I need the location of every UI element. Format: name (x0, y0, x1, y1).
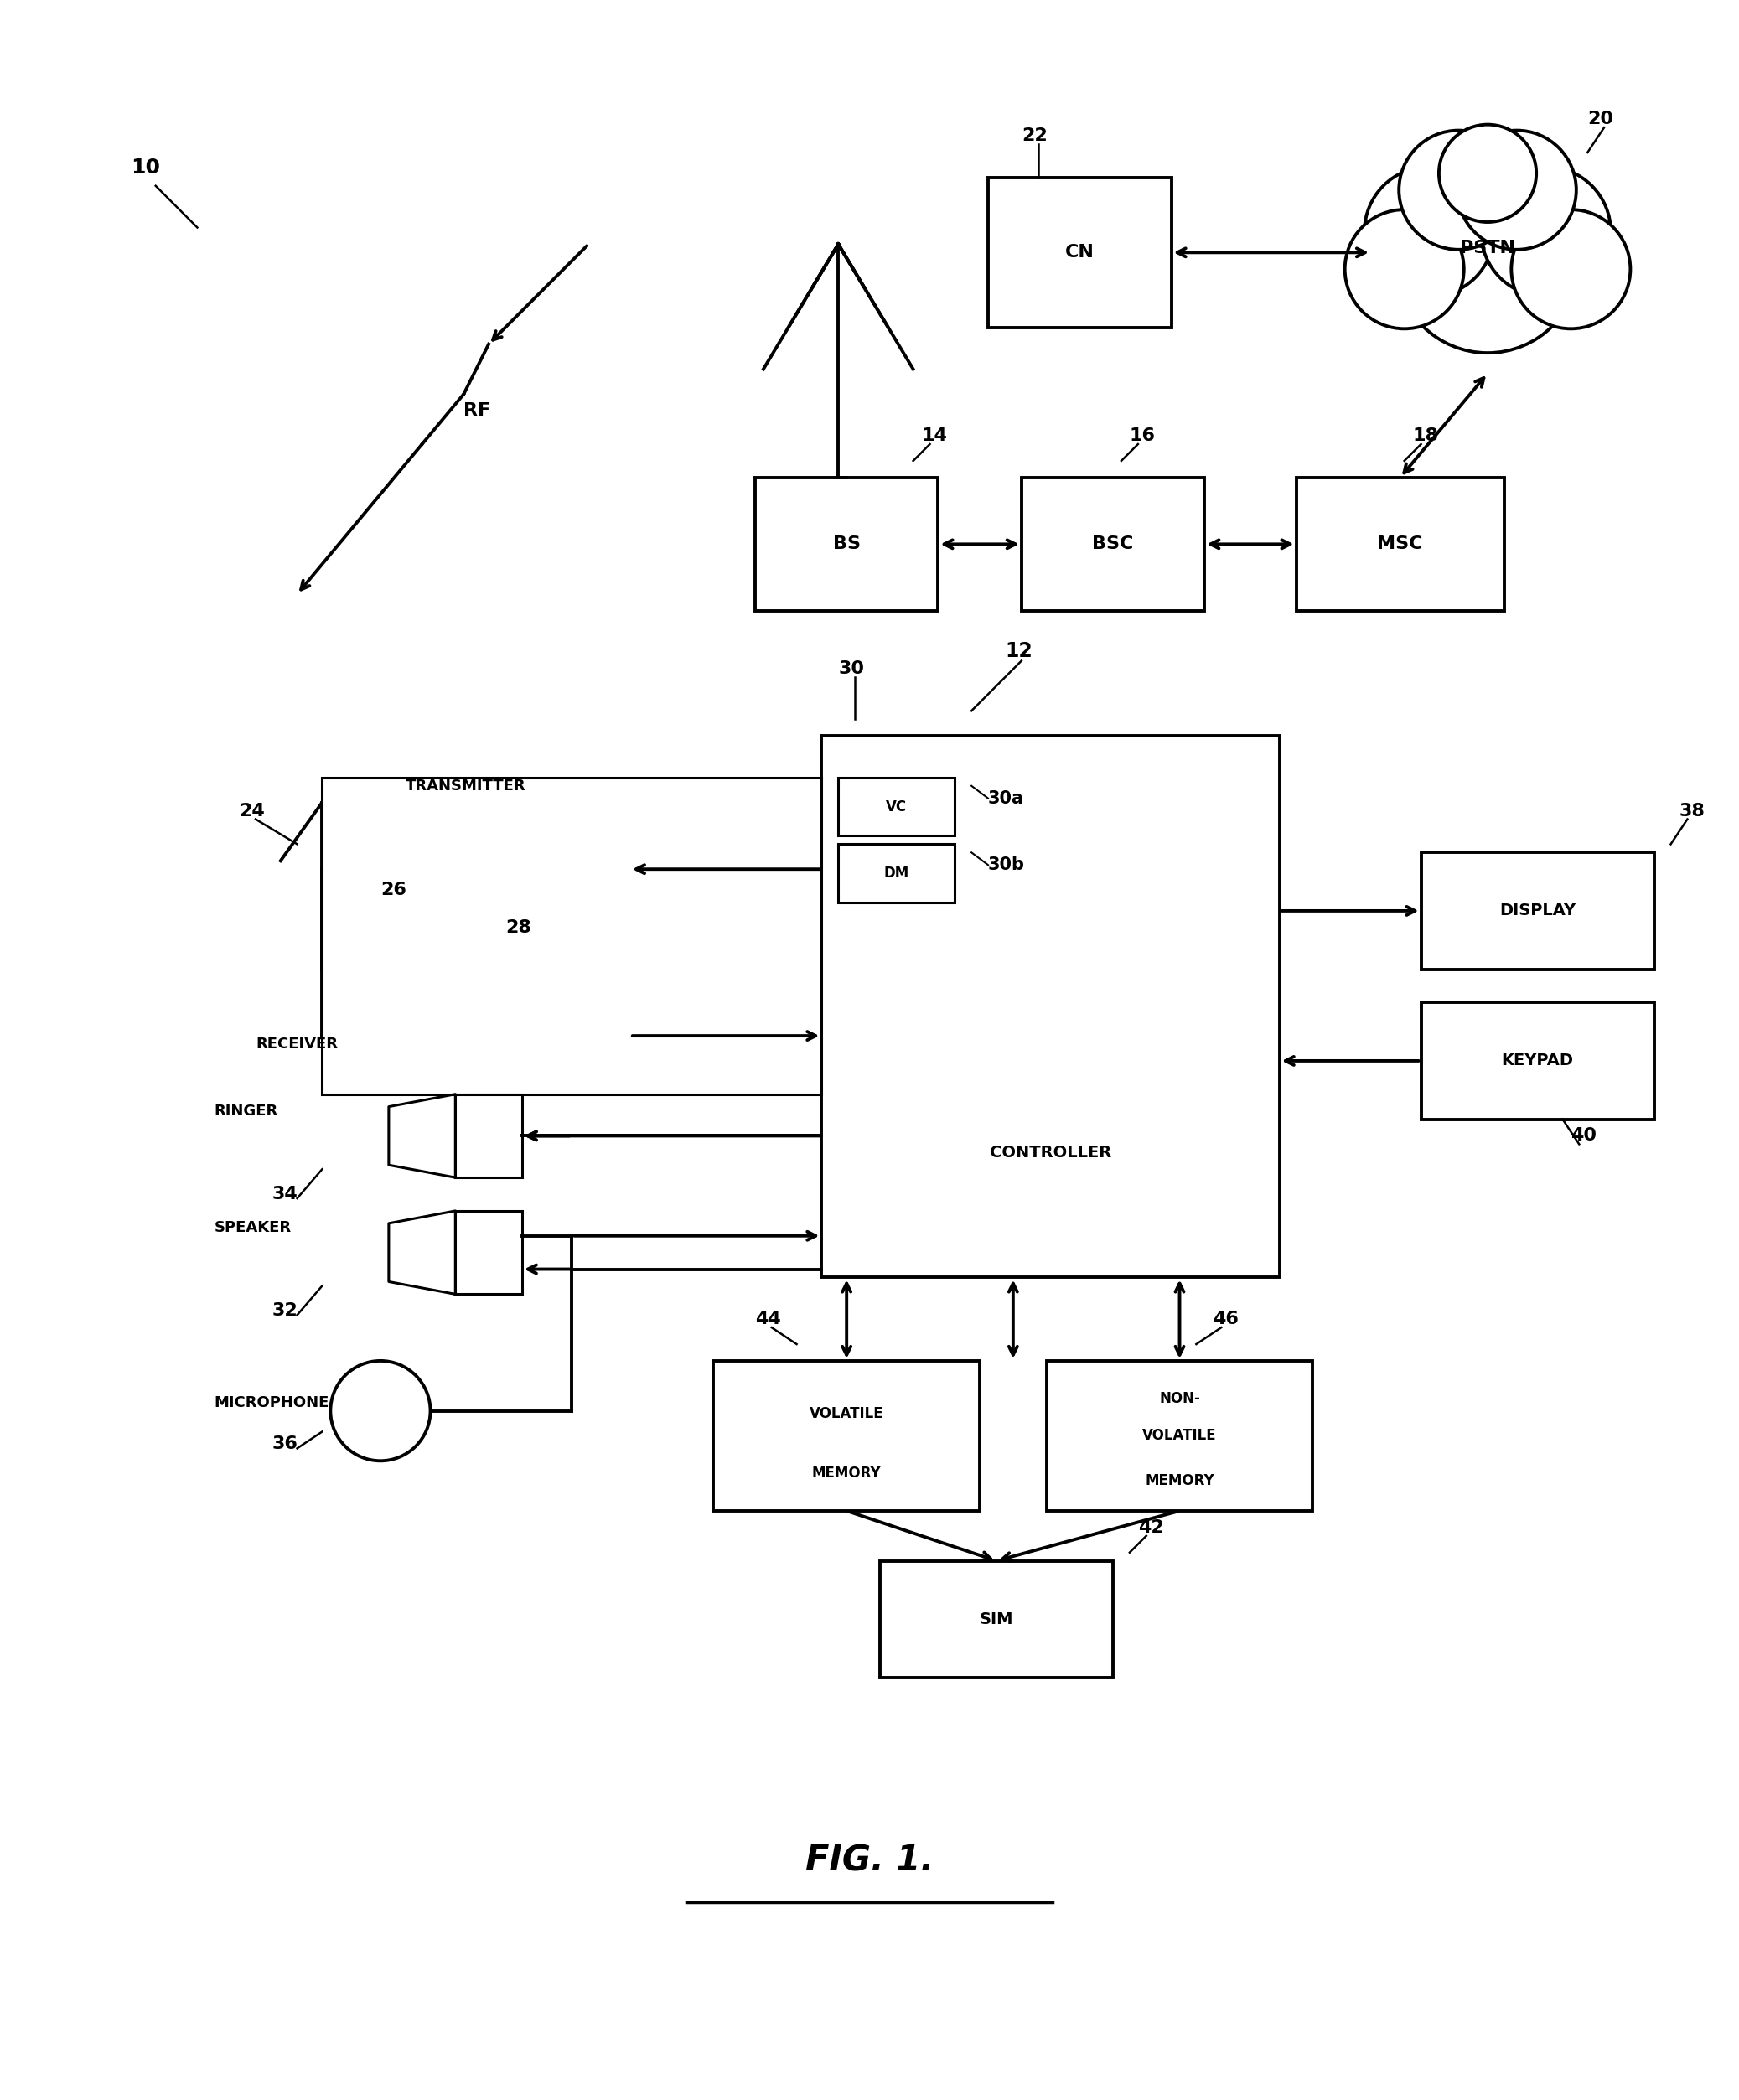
Text: VC: VC (887, 800, 908, 815)
Text: SPEAKER: SPEAKER (214, 1220, 290, 1235)
Text: 46: 46 (1212, 1310, 1238, 1327)
Text: MSC: MSC (1377, 536, 1423, 552)
Text: RF: RF (464, 403, 490, 420)
Bar (988, 179, 1172, 328)
Text: 18: 18 (1412, 428, 1438, 445)
Text: CN: CN (1064, 244, 1094, 260)
Bar (821, 735, 1280, 1277)
Bar (880, 1560, 1113, 1678)
Polygon shape (464, 819, 630, 920)
Text: 42: 42 (1137, 1518, 1163, 1535)
Circle shape (1396, 168, 1579, 353)
Text: CONTROLLER: CONTROLLER (989, 1145, 1111, 1161)
Bar (456, 1094, 522, 1178)
Bar (1047, 1361, 1313, 1510)
Text: BS: BS (833, 536, 861, 552)
Bar (713, 1361, 979, 1510)
Text: 38: 38 (1680, 802, 1704, 819)
Text: MICROPHONE: MICROPHONE (214, 1394, 329, 1409)
Bar (1021, 477, 1205, 611)
Text: VOLATILE: VOLATILE (809, 1405, 883, 1422)
Text: 14: 14 (922, 428, 948, 445)
Text: 16: 16 (1130, 428, 1156, 445)
Text: 30a: 30a (988, 790, 1024, 806)
Text: 22: 22 (1021, 128, 1047, 145)
Text: 24: 24 (238, 802, 264, 819)
Text: MEMORY: MEMORY (1144, 1474, 1214, 1489)
Text: 20: 20 (1588, 111, 1614, 128)
Text: 28: 28 (506, 920, 530, 937)
Text: TRANSMITTER: TRANSMITTER (405, 779, 525, 794)
Polygon shape (464, 985, 630, 1086)
Circle shape (1482, 166, 1610, 296)
Circle shape (1344, 210, 1464, 330)
Text: DISPLAY: DISPLAY (1499, 903, 1576, 920)
Text: 36: 36 (273, 1436, 297, 1453)
Text: BSC: BSC (1092, 536, 1134, 552)
Text: SIM: SIM (979, 1611, 1014, 1628)
Text: 40: 40 (1570, 1128, 1596, 1144)
Bar (456, 1212, 522, 1294)
Circle shape (1457, 130, 1576, 250)
Bar (838, 844, 955, 903)
Circle shape (1365, 166, 1494, 296)
Text: RINGER: RINGER (214, 1102, 278, 1119)
Bar (1296, 477, 1504, 611)
Text: FIG. 1.: FIG. 1. (805, 1844, 934, 1877)
Text: 10: 10 (130, 158, 160, 179)
Circle shape (1511, 210, 1631, 330)
Text: DM: DM (883, 865, 909, 880)
Bar (838, 777, 955, 836)
Text: 32: 32 (273, 1302, 297, 1319)
Text: PSTN: PSTN (1461, 239, 1515, 256)
Bar (1421, 1002, 1654, 1119)
Text: RECEIVER: RECEIVER (256, 1037, 337, 1052)
Bar (322, 777, 821, 1094)
Text: 12: 12 (1005, 640, 1033, 662)
Bar (755, 477, 937, 611)
Text: 44: 44 (755, 1310, 781, 1327)
Text: MEMORY: MEMORY (812, 1466, 882, 1480)
Text: 26: 26 (381, 882, 407, 899)
Circle shape (1398, 130, 1518, 250)
Text: VOLATILE: VOLATILE (1143, 1428, 1217, 1443)
Text: NON-: NON- (1160, 1390, 1200, 1405)
Text: 34: 34 (273, 1186, 297, 1203)
Circle shape (330, 1361, 430, 1462)
Text: KEYPAD: KEYPAD (1501, 1052, 1574, 1069)
Text: 30b: 30b (988, 857, 1024, 874)
Circle shape (1438, 124, 1536, 223)
Bar (1421, 853, 1654, 970)
Text: 30: 30 (838, 662, 864, 678)
